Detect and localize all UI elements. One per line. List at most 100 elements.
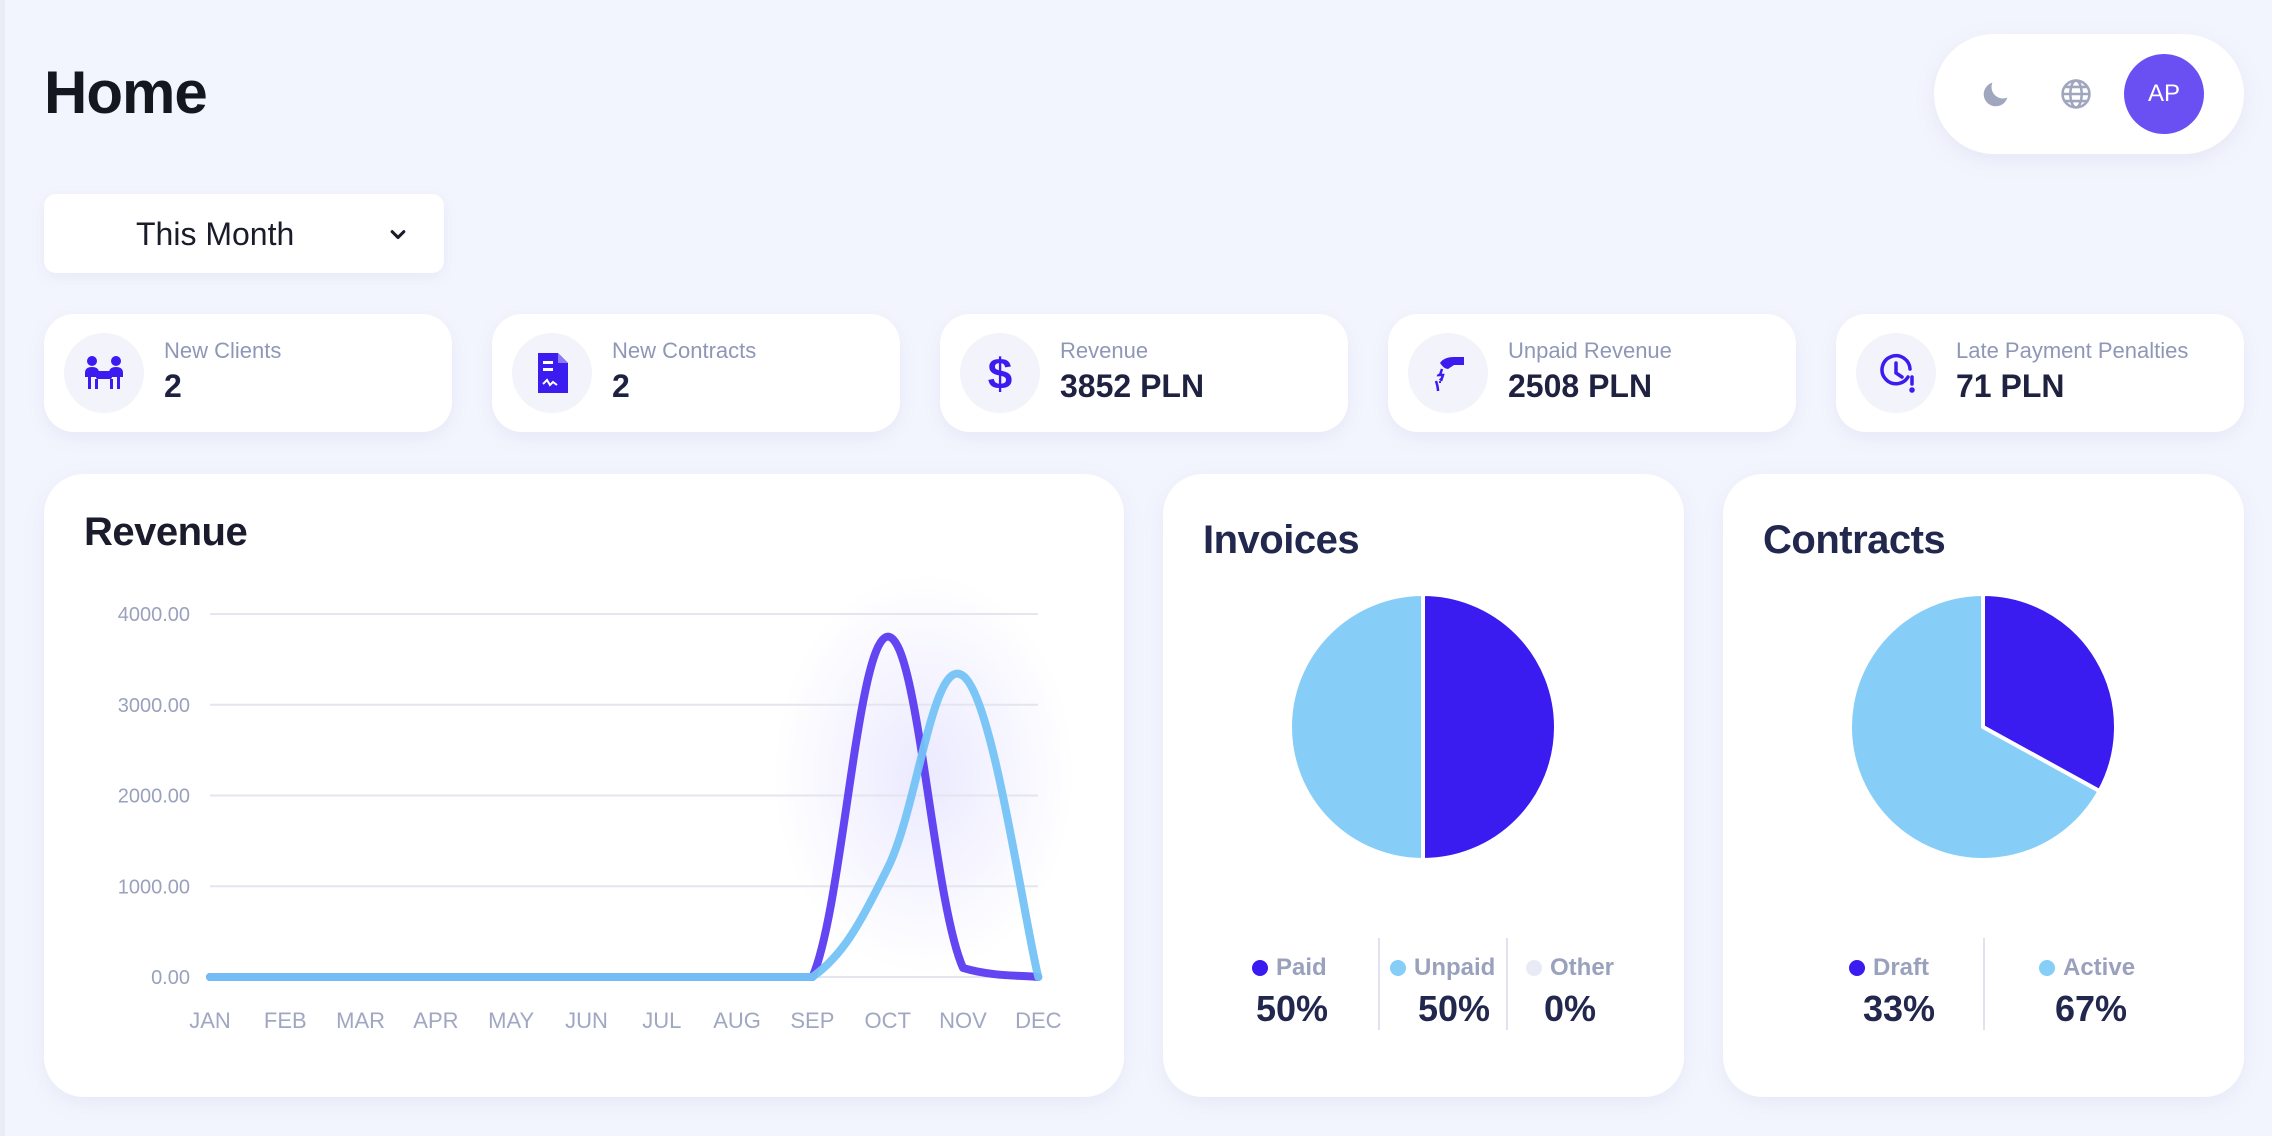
period-dropdown-label: This Month <box>136 216 295 252</box>
x-tick-label: JUL <box>642 1008 681 1033</box>
x-tick-label: NOV <box>939 1008 987 1033</box>
pie-slice-paid <box>1421 592 1558 862</box>
legend-item-draft: Draft 33% <box>1825 938 1983 1038</box>
stat-label: Late Payment Penalties <box>1956 338 2189 363</box>
legend-label: Paid <box>1276 954 1327 981</box>
data-point <box>209 976 211 978</box>
globe-icon[interactable] <box>2054 72 2098 116</box>
data-point <box>887 867 889 869</box>
chevron-down-icon <box>390 230 406 240</box>
data-point <box>1037 976 1039 978</box>
y-tick-label: 4000.00 <box>118 604 190 626</box>
legend-label: Active <box>2063 954 2136 981</box>
stat-label: New Contracts <box>612 338 757 363</box>
pie-slice-draft <box>1981 592 2118 794</box>
x-tick-label: AUG <box>713 1008 761 1033</box>
legend-item-active: Active 67% <box>1985 938 2143 1038</box>
legend-label: Unpaid <box>1414 954 1496 981</box>
x-tick-label: OCT <box>864 1008 910 1033</box>
contracts-panel: Contracts Draft 33% Active 67% <box>1723 474 2244 1097</box>
y-tick-label: 2000.00 <box>118 786 190 808</box>
data-point <box>510 976 512 978</box>
contracts-title: Contracts <box>1763 518 1946 562</box>
clock-alert-icon <box>1856 333 1936 413</box>
pie-slice-unpaid <box>1288 592 1425 862</box>
legend-dot <box>1849 960 1865 976</box>
legend-divider <box>1378 938 1380 1030</box>
svg-text:?: ? <box>1436 370 1445 386</box>
data-point <box>360 976 362 978</box>
legend-label: Other <box>1550 954 1615 981</box>
data-point <box>284 976 286 978</box>
left-edge <box>0 0 5 1136</box>
revenue-series-1 <box>206 669 1043 981</box>
legend-item-other: Other 0% <box>1508 938 1634 1038</box>
avatar[interactable]: AP <box>2124 54 2204 134</box>
stat-value: 2 <box>164 368 182 404</box>
pie-slice-active <box>1848 592 2102 862</box>
invoices-pie-chart <box>1288 592 1558 862</box>
x-tick-label: JUN <box>565 1008 608 1033</box>
x-tick-label: FEB <box>264 1008 307 1033</box>
revenue-panel: Revenue 0.00 1000.00 2000.00 3000.00 4000.00… <box>44 474 1124 1097</box>
stat-value: 2 <box>612 368 630 404</box>
data-point <box>962 967 964 969</box>
stat-card-late-payment-penalties[interactable]: Late Payment Penalties 71 PLN <box>1836 314 2244 432</box>
stat-label: Unpaid Revenue <box>1508 338 1672 363</box>
moon-icon[interactable] <box>1974 72 2018 116</box>
unpaid-hand-icon: ? <box>1408 333 1488 413</box>
svg-text:$: $ <box>988 350 1012 397</box>
stat-label: Revenue <box>1060 338 1149 363</box>
legend-value: 33% <box>1863 988 1936 1029</box>
stat-label: New Clients <box>164 338 282 363</box>
legend-label: Draft <box>1873 954 1930 981</box>
data-point <box>811 976 813 978</box>
data-point <box>435 976 437 978</box>
legend-dot <box>2039 960 2055 976</box>
revenue-line-chart: 0.00 1000.00 2000.00 3000.00 4000.00 JAN FEB MA… <box>118 574 1074 1033</box>
data-point <box>736 976 738 978</box>
x-tick-label: APR <box>413 1008 458 1033</box>
clients-icon <box>64 333 144 413</box>
period-dropdown[interactable]: This Month <box>44 194 444 273</box>
legend-value: 67% <box>2055 988 2128 1029</box>
legend-divider <box>1983 938 1985 1030</box>
y-tick-label: 0.00 <box>151 967 190 989</box>
page-title: Home <box>44 59 208 126</box>
legend-item-paid: Paid 50% <box>1252 938 1378 1038</box>
legend-dot <box>1390 960 1406 976</box>
legend-value: 50% <box>1256 988 1329 1029</box>
stat-card-new-contracts[interactable]: New Contracts 2 <box>492 314 900 432</box>
legend-dot <box>1526 960 1542 976</box>
legend-divider <box>1506 938 1508 1030</box>
dollar-icon: $ <box>960 333 1040 413</box>
x-tick-label: JAN <box>189 1008 231 1033</box>
stat-value: 2508 PLN <box>1508 368 1653 404</box>
stat-value: 3852 PLN <box>1060 368 1205 404</box>
stat-card-new-clients[interactable]: New Clients 2 <box>44 314 452 432</box>
data-point <box>586 976 587 978</box>
invoices-title: Invoices <box>1203 518 1360 562</box>
contracts-legend: Draft 33% Active 67% <box>1825 938 2143 1038</box>
legend-value: 50% <box>1418 988 1491 1029</box>
legend-item-unpaid: Unpaid 50% <box>1380 938 1506 1038</box>
stat-card-unpaid-revenue[interactable]: ? Unpaid Revenue 2508 PLN <box>1388 314 1796 432</box>
invoices-legend: Paid 50% Unpaid 50% Other 0% <box>1252 938 1634 1038</box>
top-actions-bar: AP <box>1934 34 2244 154</box>
revenue-title: Revenue <box>84 510 248 554</box>
legend-dot <box>1252 960 1268 976</box>
stat-value: 71 PLN <box>1956 368 2065 404</box>
y-tick-label: 1000.00 <box>118 876 190 898</box>
x-tick-label: SEP <box>790 1008 834 1033</box>
data-point <box>962 675 964 677</box>
x-tick-label: MAY <box>488 1008 534 1033</box>
x-tick-label: DEC <box>1015 1008 1062 1033</box>
invoices-panel: Invoices Paid 50% Unpaid 50% Other 0% <box>1163 474 1684 1097</box>
legend-value: 0% <box>1544 988 1597 1029</box>
y-tick-label: 3000.00 <box>118 695 190 717</box>
x-tick-label: MAR <box>336 1008 385 1033</box>
data-point <box>661 976 663 978</box>
data-point <box>887 636 889 638</box>
contracts-pie-chart <box>1848 592 2118 862</box>
stat-card-revenue[interactable]: $ Revenue 3852 PLN <box>940 314 1348 432</box>
